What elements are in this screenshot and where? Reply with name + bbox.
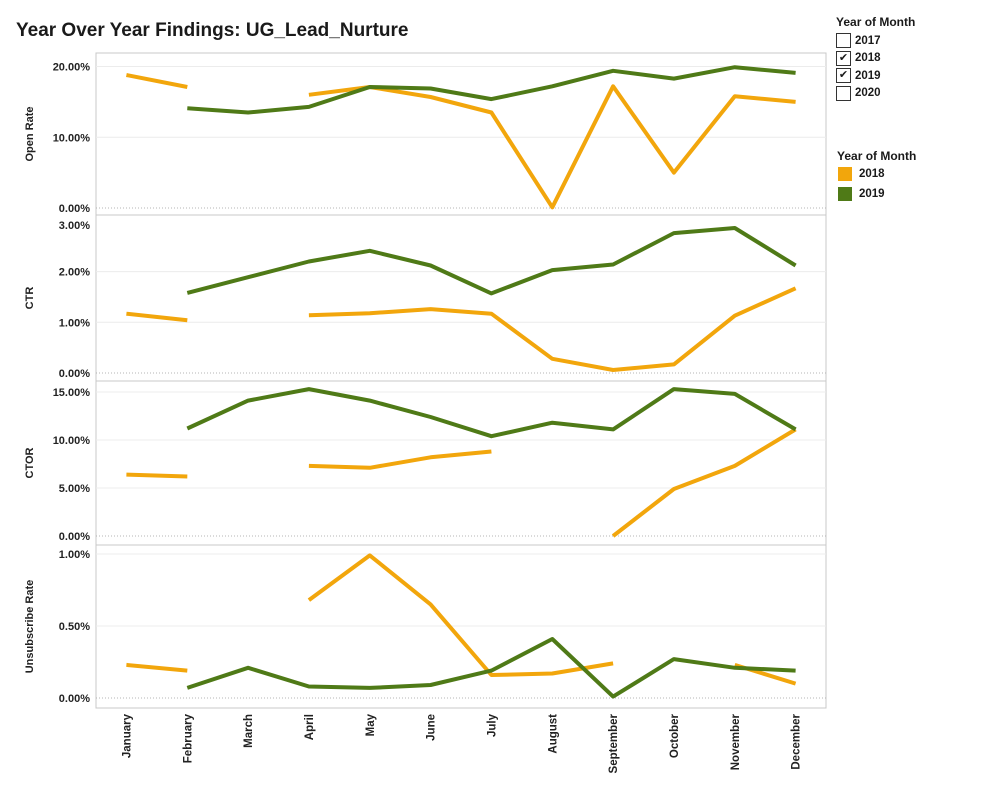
- y-tick-label: 0.00%: [59, 693, 90, 705]
- x-tick-label: April: [304, 714, 316, 740]
- series-line-2018: [126, 662, 188, 673]
- checkbox-unchecked-icon[interactable]: [836, 33, 851, 48]
- y-tick-label: 5.00%: [59, 483, 90, 495]
- series-line-2019: [187, 65, 796, 115]
- color-legend-item-2018[interactable]: 2018: [838, 165, 885, 183]
- year-filter-label: 2017: [855, 34, 881, 47]
- color-legend-item-2019[interactable]: 2019: [838, 185, 885, 203]
- y-axis-title: CTR: [24, 287, 36, 310]
- series-line-2019: [186, 226, 797, 296]
- x-tick-label: December: [791, 713, 803, 769]
- x-tick-label: September: [608, 713, 620, 773]
- series-line-2018: [308, 84, 796, 210]
- series-line-2019: [186, 637, 796, 699]
- y-tick-label: 0.00%: [59, 531, 90, 543]
- x-tick-label: October: [669, 713, 681, 758]
- y-axis-title: Open Rate: [24, 106, 36, 161]
- year-filter-label: 2020: [855, 87, 881, 99]
- x-tick-label: November: [730, 713, 742, 770]
- y-tick-label: 10.00%: [53, 435, 91, 447]
- series-line-2018: [611, 427, 797, 538]
- filter-legend-heading: Year of Month: [836, 15, 916, 29]
- y-axis-title: Unsubscribe Rate: [24, 580, 36, 674]
- checkbox-checked-icon[interactable]: ✔: [836, 50, 851, 66]
- chart-title: Year Over Year Findings: UG_Lead_Nurture: [16, 20, 409, 41]
- y-tick-label: 20.00%: [53, 62, 91, 74]
- x-tick-label: July: [486, 713, 498, 737]
- x-tick-label: June: [426, 714, 438, 741]
- color-legend-label: 2018: [859, 168, 885, 180]
- x-tick-label: August: [547, 714, 559, 754]
- y-axis-title: CTOR: [24, 447, 36, 478]
- series-line-2019: [186, 387, 797, 439]
- year-filter-label: 2019: [855, 69, 881, 82]
- x-tick-label: March: [243, 714, 255, 748]
- year-filter-label: 2018: [855, 52, 881, 64]
- y-tick-label: 0.00%: [59, 368, 90, 380]
- y-tick-label: 0.50%: [59, 621, 90, 633]
- year-filter-item-2017[interactable]: 2017: [836, 32, 881, 49]
- y-tick-label: 3.00%: [59, 220, 90, 232]
- color-swatch-icon: [838, 187, 852, 201]
- y-tick-label: 10.00%: [53, 132, 91, 144]
- x-tick-label: February: [182, 713, 194, 763]
- y-tick-label: 0.00%: [59, 203, 90, 215]
- series-line-2018: [308, 449, 492, 470]
- color-legend-heading: Year of Month: [837, 149, 917, 163]
- y-tick-label: 1.00%: [59, 317, 90, 329]
- color-legend-label: 2019: [859, 188, 885, 200]
- year-filter-item-2019[interactable]: ✔ 2019: [836, 67, 881, 84]
- y-tick-label: 1.00%: [59, 549, 90, 561]
- checkbox-unchecked-icon[interactable]: [836, 85, 851, 101]
- series-line-2018: [126, 472, 188, 479]
- year-filter-item-2018[interactable]: ✔ 2018: [836, 50, 881, 67]
- y-tick-label: 15.00%: [53, 387, 91, 399]
- series-line-2018: [308, 286, 797, 372]
- x-tick-label: January: [121, 713, 133, 758]
- checkbox-checked-icon[interactable]: ✔: [836, 68, 851, 83]
- color-swatch-icon: [838, 167, 852, 181]
- series-line-2018: [126, 311, 188, 323]
- series-line-2018: [126, 73, 188, 89]
- y-tick-label: 2.00%: [59, 267, 90, 279]
- year-filter-item-2020[interactable]: 2020: [836, 85, 881, 102]
- x-tick-label: May: [365, 713, 377, 736]
- series-line-2018: [307, 553, 614, 677]
